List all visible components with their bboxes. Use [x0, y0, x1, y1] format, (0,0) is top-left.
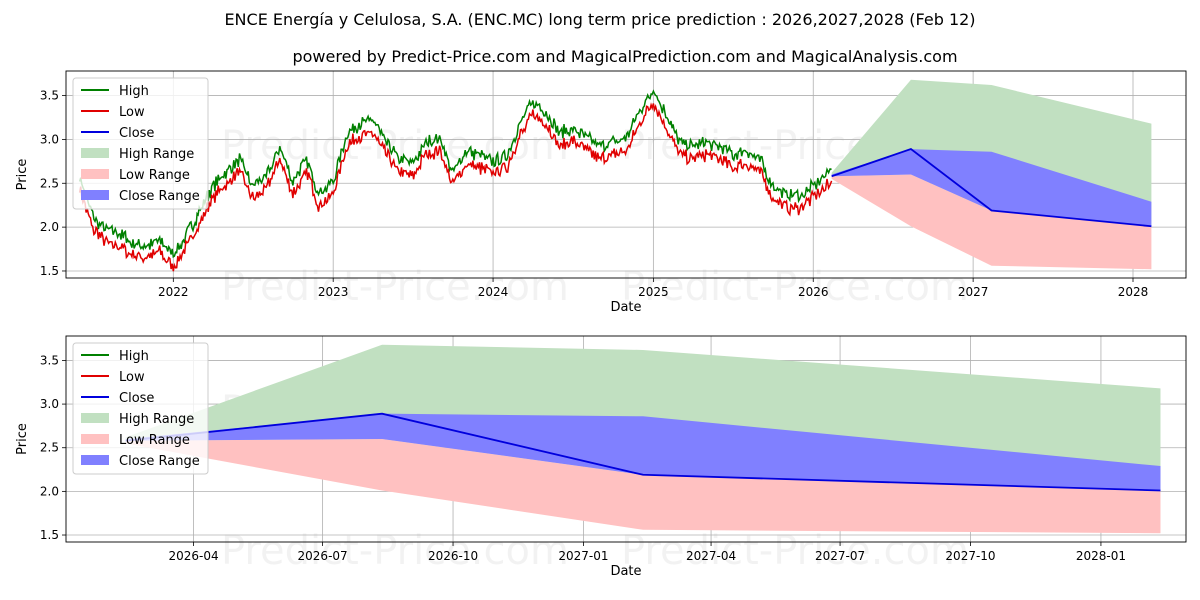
legend-swatch-patch [81, 169, 109, 179]
close-range-band [125, 413, 1161, 491]
plot-frame [65, 335, 1187, 543]
low-range-band [125, 439, 1161, 534]
x-tick-label: 2027-01 [558, 549, 608, 563]
legend-label: High Range [119, 412, 194, 427]
x-tick-label: 2022 [158, 285, 189, 299]
chart-subtitle: powered by Predict-Price.com and Magical… [292, 47, 957, 66]
legend-swatch-patch [81, 413, 109, 423]
legend-label: Close [119, 391, 154, 406]
x-tick-label: 2028-01 [1076, 549, 1126, 563]
x-tick-label: 2026-04 [169, 549, 219, 563]
legend-label: High [119, 84, 149, 99]
y-tick-label: 2.5 [40, 441, 59, 455]
axis-ticks: 2026-04 2026-07 2026-10 2027-01 2027-04 2027-… [40, 353, 1126, 563]
y-tick-label: 3.0 [40, 132, 59, 146]
y-tick-label: 2.5 [40, 176, 59, 190]
chart-title: ENCE Energía y Celulosa, S.A. (ENC.MC) l… [224, 10, 975, 29]
low-range-band [831, 174, 1152, 270]
legend-label: High Range [119, 147, 194, 162]
top-plot: Predict-Price.com Predict-Price.comPredic… [15, 70, 1187, 315]
close-range-band [831, 149, 1152, 227]
bottom-plot: Predict-Price.comPredict-Price.comPredic… [15, 335, 1187, 579]
legend: High Low Close High Range Low Range Close Ran… [72, 77, 209, 210]
legend-swatch-patch [81, 148, 109, 158]
axis-ticks: 2022 2023 2024 2025 2026 2027 2028 1.5 2.0 2.5 3.0… [40, 89, 1148, 299]
watermark-text: Predict-Price.com [221, 528, 569, 574]
legend-swatch-patch [81, 434, 109, 444]
legend-swatch-patch [81, 455, 109, 465]
legend-label: Low Range [119, 168, 190, 183]
series-close-line [831, 148, 1152, 228]
legend-label: Close [119, 126, 154, 141]
plot-area [66, 71, 1186, 278]
watermark-text: Predict-Price.com [221, 264, 569, 310]
legend-swatch-patch [81, 190, 109, 200]
x-tick-label: 2027-10 [945, 549, 995, 563]
series-close-line [125, 412, 1161, 492]
x-axis-label: Date [610, 564, 641, 579]
legend-label: Low [119, 370, 145, 385]
x-tick-label: 2027 [958, 285, 989, 299]
legend-label: Close Range [119, 189, 200, 204]
x-tick-label: 2027-07 [815, 549, 865, 563]
y-axis-label: Price [15, 423, 30, 455]
legend-label: Low [119, 105, 145, 120]
legend: High Low Close High Range Low Range Close Ran… [72, 342, 209, 475]
y-tick-label: 2.0 [40, 484, 59, 498]
y-axis-label: Price [15, 159, 30, 191]
y-tick-label: 1.5 [40, 528, 59, 542]
watermark-text: Predict-Price.com [621, 264, 969, 310]
legend-label: Low Range [119, 433, 190, 448]
y-tick-label: 1.5 [40, 264, 59, 278]
x-tick-label: 2023 [318, 285, 349, 299]
x-tick-label: 2024 [478, 285, 509, 299]
y-tick-label: 3.5 [40, 353, 59, 367]
x-axis-label: Date [610, 300, 641, 315]
y-tick-label: 3.0 [40, 397, 59, 411]
x-tick-label: 2026 [798, 285, 829, 299]
x-tick-label: 2026-07 [298, 549, 348, 563]
x-tick-label: 2027-04 [686, 549, 736, 563]
watermark-text: Predict-Price.com [621, 528, 969, 574]
y-tick-label: 2.0 [40, 220, 59, 234]
legend-label: Close Range [119, 454, 200, 469]
y-tick-label: 3.5 [40, 89, 59, 103]
x-tick-label: 2025 [638, 285, 669, 299]
plot-area [66, 336, 1186, 542]
x-tick-label: 2026-10 [428, 549, 478, 563]
series-low-line [78, 102, 833, 272]
x-tick-label: 2028 [1118, 285, 1149, 299]
legend-label: High [119, 349, 149, 364]
plot-frame [65, 70, 1187, 279]
